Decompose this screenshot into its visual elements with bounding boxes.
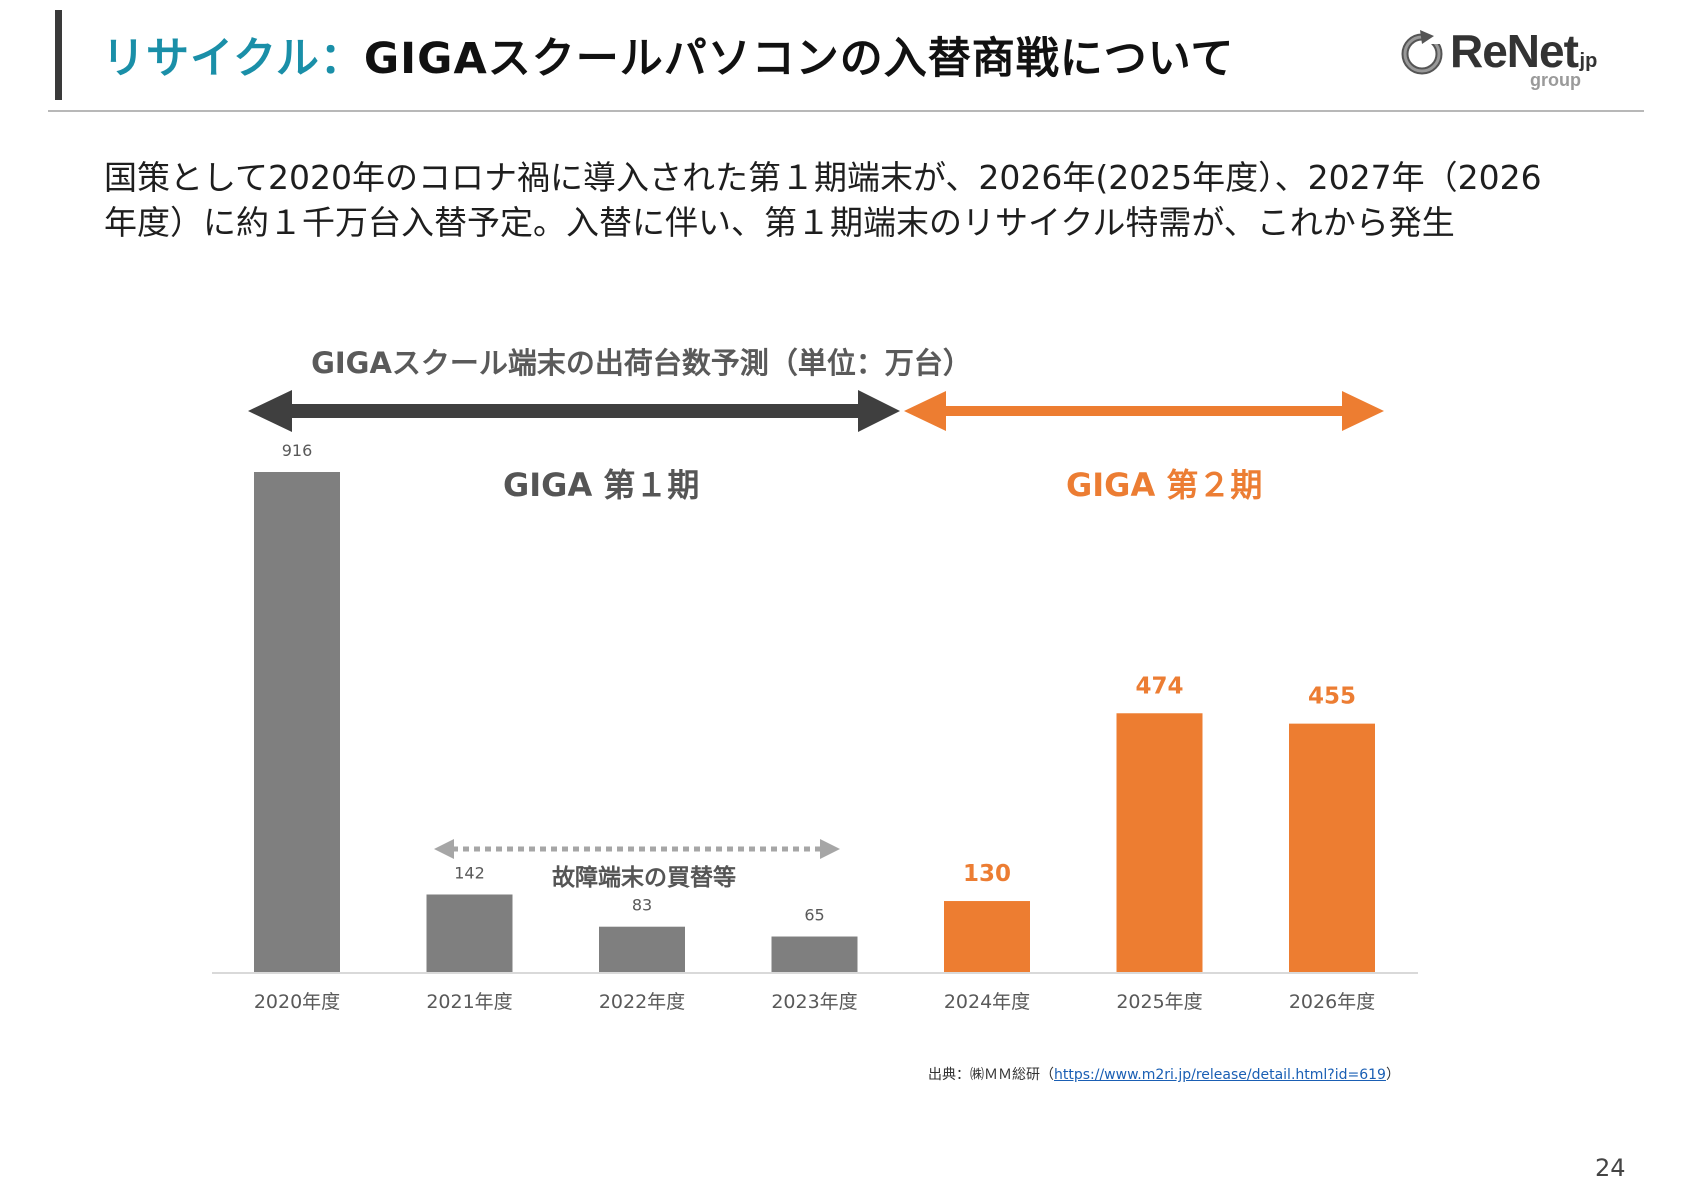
data-label-2021年度: 142 xyxy=(454,863,485,882)
bar-2026年度 xyxy=(1289,723,1375,972)
intro-paragraph: 国策として2020年のコロナ禍に導入された第１期端末が、2026年(2025年度… xyxy=(104,158,1542,242)
phase1-double-arrow xyxy=(248,390,900,432)
category-label-2024年度: 2024年度 xyxy=(944,991,1030,1013)
source-citation: 出典：㈱ＭＭ総研（https://www.m2ri.jp/release/det… xyxy=(928,1064,1400,1084)
category-label-2021年度: 2021年度 xyxy=(426,991,512,1013)
category-label-2020年度: 2020年度 xyxy=(254,991,340,1013)
source-suffix: ） xyxy=(1385,1067,1400,1083)
data-label-2022年度: 83 xyxy=(632,896,652,915)
phase2-label: GIGA 第２期 xyxy=(1066,466,1263,504)
replacement-dotted-arrow xyxy=(434,839,840,859)
data-label-2024年度: 130 xyxy=(963,861,1011,887)
category-label-2023年度: 2023年度 xyxy=(771,991,857,1013)
logo-name: ReNet xyxy=(1450,25,1579,77)
data-label-2020年度: 916 xyxy=(282,441,313,460)
bar-2023年度 xyxy=(771,936,858,972)
category-label-2022年度: 2022年度 xyxy=(599,991,685,1013)
phase2-double-arrow xyxy=(904,391,1384,431)
source-link[interactable]: https://www.m2ri.jp/release/detail.html?… xyxy=(1054,1067,1386,1083)
data-label-2023年度: 65 xyxy=(804,906,824,925)
data-label-2025年度: 474 xyxy=(1135,673,1183,699)
logo-group: group xyxy=(1530,70,1581,90)
title-divider xyxy=(48,110,1644,112)
logo-suffix: .jp xyxy=(1574,50,1598,72)
recycle-ring-icon xyxy=(1401,30,1443,75)
renet-logo: ReNet .jp group xyxy=(1398,22,1618,94)
phase1-label: GIGA 第１期 xyxy=(503,466,700,504)
bar-2021年度 xyxy=(426,894,513,972)
bar-2022年度 xyxy=(599,926,685,972)
bar-2025年度 xyxy=(1116,713,1203,972)
title-main-text: GIGAスクールパソコンの入替商戦について xyxy=(363,34,1235,84)
source-prefix: 出典：㈱ＭＭ総研（ xyxy=(928,1067,1054,1083)
chart-title: GIGAスクール端末の出荷台数予測（単位：万台） xyxy=(311,346,972,380)
page-number: 24 xyxy=(1595,1154,1626,1182)
bar-2024年度 xyxy=(944,901,1030,972)
page-title: リサイクル：GIGAスクールパソコンの入替商戦について xyxy=(102,24,1234,86)
category-label-2025年度: 2025年度 xyxy=(1116,991,1202,1013)
data-label-2026年度: 455 xyxy=(1308,684,1356,710)
replacement-note-label: 故障端末の買替等 xyxy=(552,865,736,891)
bar-2020年度 xyxy=(254,472,340,972)
category-label-2026年度: 2026年度 xyxy=(1289,991,1375,1013)
title-accent-bar xyxy=(55,10,62,100)
title-accent-text: リサイクル： xyxy=(102,34,364,84)
